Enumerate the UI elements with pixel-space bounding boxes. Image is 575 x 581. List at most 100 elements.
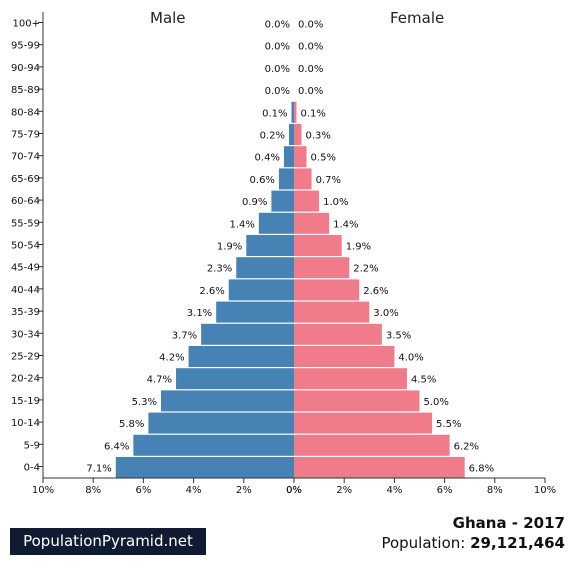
age-label: 10-14 xyxy=(11,418,40,429)
female-bar xyxy=(294,301,370,323)
male-bar xyxy=(201,323,294,345)
male-value-label: 5.3% xyxy=(132,397,157,408)
female-value-label: 0.0% xyxy=(298,86,323,97)
male-value-label: 1.9% xyxy=(217,242,242,253)
female-value-label: 6.8% xyxy=(469,464,494,475)
male-bar xyxy=(115,457,294,478)
age-label: 20-24 xyxy=(11,374,40,385)
male-bar xyxy=(246,235,294,256)
male-bar xyxy=(291,101,294,123)
male-bar xyxy=(148,412,294,434)
female-bar xyxy=(294,168,312,190)
female-bar xyxy=(294,368,407,390)
age-label: 25-29 xyxy=(11,352,40,363)
female-bar xyxy=(294,124,302,145)
male-bar xyxy=(236,257,294,279)
female-value-label: 6.2% xyxy=(454,441,479,452)
male-bar xyxy=(283,146,294,168)
female-value-label: 0.3% xyxy=(306,131,331,142)
female-value-label: 5.0% xyxy=(424,397,449,408)
female-value-label: 0.1% xyxy=(301,108,326,119)
female-value-label: 3.5% xyxy=(386,330,411,341)
age-label: 35-39 xyxy=(11,307,40,318)
age-label: 70-74 xyxy=(11,152,40,163)
female-bar xyxy=(294,190,320,212)
male-value-label: 3.1% xyxy=(187,308,212,319)
male-value-label: 3.7% xyxy=(172,330,197,341)
male-value-label: 0.0% xyxy=(265,86,290,97)
x-tick-label: 4% xyxy=(386,485,402,496)
male-bar xyxy=(160,390,294,412)
x-tick-label: 6% xyxy=(437,485,453,496)
female-bar xyxy=(294,212,330,234)
age-label: 30-34 xyxy=(11,329,40,340)
male-value-label: 1.4% xyxy=(229,219,254,230)
female-bar xyxy=(294,390,420,412)
male-value-label: 2.6% xyxy=(199,286,224,297)
female-value-label: 3.0% xyxy=(373,308,398,319)
chart-title: Ghana - 2017 xyxy=(452,514,565,532)
male-bar xyxy=(271,190,294,212)
female-value-label: 2.6% xyxy=(363,286,388,297)
population-value: 29,121,464 xyxy=(470,534,565,552)
female-value-label: 1.4% xyxy=(333,219,358,230)
male-value-label: 0.1% xyxy=(262,108,287,119)
male-bar xyxy=(176,368,294,390)
male-bar xyxy=(216,301,294,323)
male-value-label: 0.4% xyxy=(255,153,280,164)
male-value-label: 2.3% xyxy=(207,264,232,275)
age-label: 45-49 xyxy=(11,263,40,274)
female-bar xyxy=(294,346,395,367)
age-label: 15-19 xyxy=(11,396,40,407)
male-bar xyxy=(258,212,294,234)
male-value-label: 0.6% xyxy=(250,175,275,186)
age-label: 40-44 xyxy=(11,285,40,296)
male-bar xyxy=(133,434,294,456)
male-value-label: 0.0% xyxy=(265,42,290,53)
female-bar xyxy=(294,279,360,301)
x-tick-label: 2% xyxy=(336,485,352,496)
age-label: 80-84 xyxy=(11,107,40,118)
x-tick-label: 8% xyxy=(85,485,101,496)
female-value-label: 0.0% xyxy=(298,42,323,53)
female-bar xyxy=(294,412,433,434)
brand-logo[interactable]: PopulationPyramid.net xyxy=(10,528,206,555)
female-bar xyxy=(294,235,342,256)
x-tick-label: 0% xyxy=(286,485,302,496)
female-value-label: 0.0% xyxy=(298,64,323,75)
female-value-label: 1.0% xyxy=(323,197,348,208)
population-summary: Population: 29,121,464 xyxy=(381,534,565,552)
x-tick-label: 10% xyxy=(534,485,556,496)
x-tick-label: 8% xyxy=(487,485,503,496)
female-bar xyxy=(294,434,450,456)
age-label: 75-79 xyxy=(11,130,40,141)
female-value-label: 0.5% xyxy=(311,153,336,164)
male-value-label: 4.7% xyxy=(147,375,172,386)
population-pyramid-chart: 100+ 0.0% 0.0% 95-99 0.0% 0.0% 90-94 0.0% 0.0% 85… xyxy=(11,12,556,496)
female-value-label: 0.0% xyxy=(298,20,323,31)
age-label: 85-89 xyxy=(11,85,40,96)
male-value-label: 7.1% xyxy=(86,464,111,475)
age-label: 65-69 xyxy=(11,174,40,185)
x-tick-label: 4% xyxy=(186,485,202,496)
age-label: 90-94 xyxy=(11,63,40,74)
age-label: 5-9 xyxy=(24,440,40,451)
male-bar xyxy=(228,279,294,301)
male-value-label: 4.2% xyxy=(159,353,184,364)
male-value-label: 0.0% xyxy=(265,20,290,31)
male-value-label: 5.8% xyxy=(119,419,144,430)
age-label: 50-54 xyxy=(11,241,40,252)
x-tick-label: 6% xyxy=(135,485,151,496)
female-value-label: 4.0% xyxy=(398,353,423,364)
female-value-label: 0.7% xyxy=(316,175,341,186)
female-title: Female xyxy=(390,9,445,27)
male-bar xyxy=(288,124,294,145)
male-bar xyxy=(278,168,294,190)
female-bar xyxy=(294,257,350,279)
age-label: 100+ xyxy=(13,19,40,30)
x-tick-label: 10% xyxy=(32,485,54,496)
age-label: 95-99 xyxy=(11,41,40,52)
population-label: Population: xyxy=(381,534,471,552)
age-label: 55-59 xyxy=(11,218,40,229)
x-tick-label: 0% xyxy=(286,485,302,496)
